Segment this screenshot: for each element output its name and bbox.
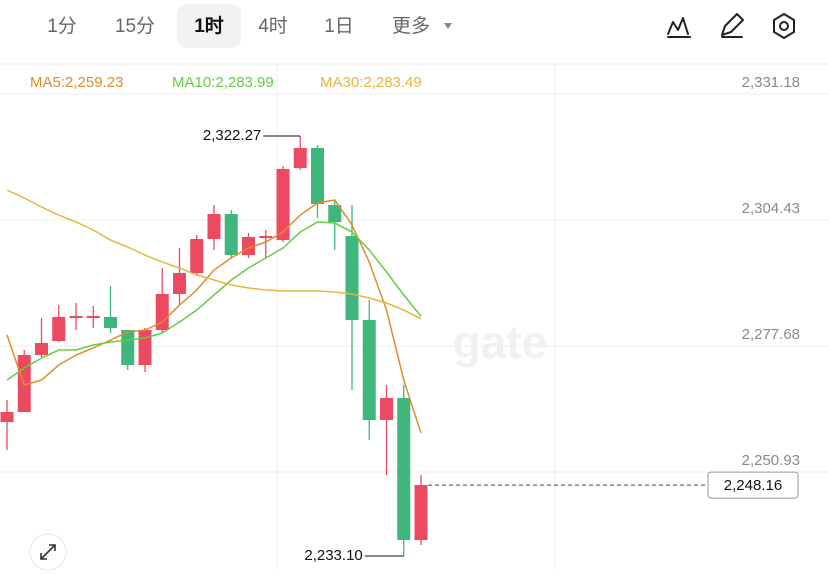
candle-body bbox=[0, 412, 14, 422]
candle-body bbox=[207, 214, 221, 239]
high-label: 2,322.27 bbox=[203, 127, 261, 144]
candle-body bbox=[380, 398, 393, 421]
last-price-box bbox=[707, 471, 799, 499]
ma-line bbox=[6, 189, 422, 320]
tab-highlight bbox=[177, 4, 241, 48]
candle-body bbox=[276, 168, 290, 241]
ma-line bbox=[6, 199, 422, 434]
settings-icon[interactable] bbox=[773, 13, 795, 39]
candle-body bbox=[52, 317, 66, 342]
candle-body bbox=[69, 316, 83, 319]
low-label: 2,233.10 bbox=[304, 547, 362, 564]
candle-body bbox=[328, 205, 342, 222]
legend-entry: MA30:2,283.49 bbox=[320, 74, 422, 91]
candle-body bbox=[155, 294, 169, 331]
candle-body bbox=[121, 330, 135, 365]
time-tab[interactable]: 1时 bbox=[194, 15, 224, 37]
candle-body bbox=[104, 317, 117, 329]
candle-body bbox=[138, 330, 152, 365]
expand-button[interactable] bbox=[29, 533, 67, 571]
settings-icon-center bbox=[779, 21, 789, 31]
watermark: gate bbox=[453, 316, 548, 368]
legend-entry: MA10:2,283.99 bbox=[172, 74, 274, 91]
candle-body bbox=[345, 236, 359, 321]
candle-body bbox=[259, 236, 273, 239]
y-tick-label: 2,304.43 bbox=[742, 200, 800, 217]
last-price-label: 2,248.16 bbox=[724, 477, 782, 494]
candle-body bbox=[293, 147, 307, 169]
candle-body bbox=[190, 238, 204, 274]
candle-body bbox=[224, 214, 238, 256]
candle-body bbox=[397, 398, 411, 541]
time-tab[interactable]: 1日 bbox=[324, 16, 354, 37]
time-tab[interactable]: 4时 bbox=[258, 15, 288, 37]
time-tab[interactable]: 1分 bbox=[47, 15, 77, 37]
candle-body bbox=[311, 147, 324, 204]
time-tab[interactable]: 15分 bbox=[115, 15, 155, 37]
candle-body bbox=[86, 316, 100, 319]
indicator-icon[interactable] bbox=[667, 17, 691, 38]
candle-body bbox=[35, 343, 48, 356]
ma-line bbox=[6, 221, 422, 381]
y-tick-label: 2,250.93 bbox=[742, 452, 800, 469]
y-tick-label: 2,277.68 bbox=[742, 326, 800, 343]
draw-icon[interactable] bbox=[721, 13, 744, 38]
legend-entry: MA5:2,259.23 bbox=[30, 74, 123, 91]
expand-icon bbox=[40, 544, 56, 560]
candle-body bbox=[362, 320, 376, 421]
y-tick-label: 2,331.18 bbox=[742, 74, 800, 91]
candle-body bbox=[173, 273, 186, 295]
candle-body bbox=[414, 485, 428, 541]
dropdown-arrow[interactable] bbox=[444, 23, 452, 29]
more-tab[interactable]: 更多 bbox=[392, 15, 430, 37]
